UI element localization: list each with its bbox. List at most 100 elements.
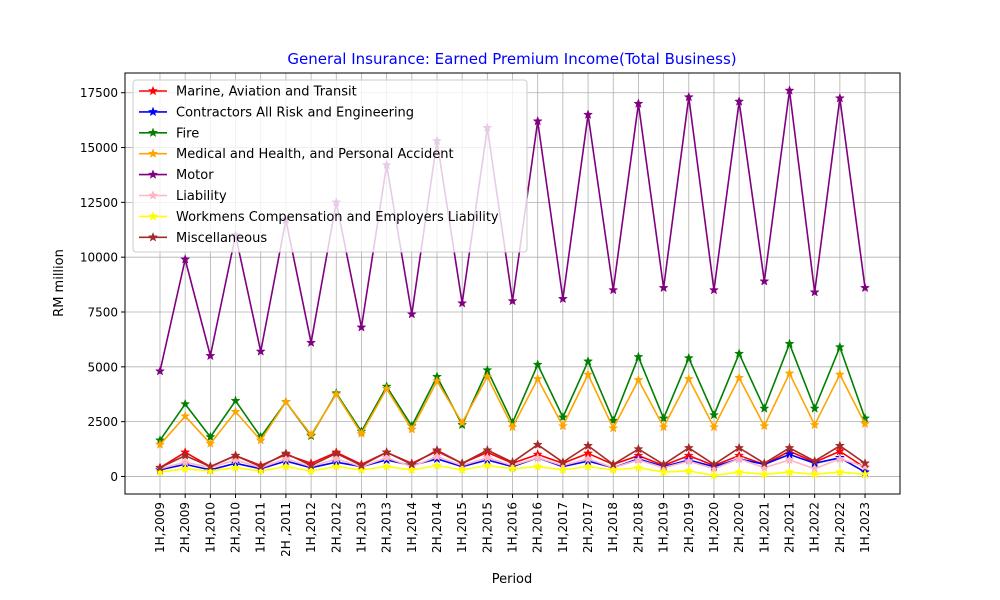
- data-point: [532, 373, 543, 384]
- data-point: [154, 466, 166, 477]
- y-tick-label: 0: [110, 470, 118, 484]
- legend-marker: [147, 85, 159, 96]
- series-4: [154, 368, 871, 449]
- data-point: [331, 448, 342, 458]
- data-point: [230, 450, 241, 460]
- x-tick-label: 1H,2014: [405, 502, 419, 553]
- data-point: [583, 461, 594, 471]
- data-point: [784, 442, 795, 453]
- data-point: [557, 456, 568, 467]
- data-point: [683, 373, 694, 384]
- data-point: [809, 455, 820, 466]
- data-point: [608, 422, 619, 433]
- data-point: [356, 464, 367, 475]
- data-point: [784, 368, 795, 378]
- y-tick-label: 7500: [87, 306, 118, 320]
- data-point: [734, 442, 745, 453]
- x-tick-label: 2H,2016: [531, 502, 545, 553]
- data-point: [859, 457, 871, 468]
- legend-item: Motor: [139, 168, 214, 183]
- data-point: [734, 372, 745, 383]
- x-axis-label: Period: [492, 572, 533, 587]
- data-point: [658, 413, 669, 423]
- data-point: [809, 419, 820, 430]
- legend-label: Fire: [176, 126, 199, 141]
- data-point: [784, 454, 795, 465]
- data-point: [809, 286, 820, 297]
- data-point: [633, 462, 644, 472]
- data-point: [683, 91, 694, 102]
- y-tick-label: 2500: [87, 415, 118, 429]
- x-tick-label: 2H,2022: [833, 502, 847, 553]
- x-tick-label: 2H,2013: [380, 502, 394, 553]
- data-point: [381, 452, 392, 463]
- y-tick-label: 15000: [80, 141, 118, 155]
- data-point: [406, 464, 417, 475]
- data-point: [532, 461, 543, 471]
- data-point: [154, 462, 166, 472]
- data-point: [532, 115, 543, 126]
- data-point: [633, 98, 644, 108]
- data-point: [331, 453, 342, 464]
- data-point: [255, 346, 266, 356]
- data-point: [708, 409, 720, 420]
- data-point: [154, 365, 166, 376]
- legend-marker: [147, 231, 159, 242]
- data-point: [507, 295, 518, 306]
- data-point: [633, 374, 644, 385]
- data-point: [734, 453, 745, 464]
- legend-item: Miscellaneous: [139, 231, 267, 246]
- data-point: [759, 457, 770, 468]
- data-point: [834, 466, 845, 477]
- data-point: [306, 460, 317, 470]
- data-point: [633, 454, 644, 465]
- data-point: [255, 434, 266, 445]
- data-point: [180, 410, 191, 421]
- y-axis: 0 2500 5000 7500 10000 12500 15000 17500: [80, 86, 125, 484]
- data-point: [230, 454, 241, 465]
- series-8: [154, 439, 871, 472]
- data-point: [180, 450, 191, 460]
- data-point: [457, 417, 468, 428]
- data-point: [280, 396, 291, 407]
- data-point: [154, 439, 166, 449]
- data-point: [406, 424, 417, 434]
- data-point: [859, 468, 871, 479]
- data-point: [834, 92, 845, 103]
- data-point: [583, 369, 594, 379]
- data-point: [708, 459, 720, 469]
- x-tick-label: 1H,2022: [808, 502, 822, 553]
- data-point: [683, 455, 694, 466]
- legend-item: Workmens Compensation and Employers Liab…: [139, 210, 499, 225]
- data-point: [608, 459, 619, 469]
- data-point: [834, 453, 845, 464]
- data-point: [759, 468, 770, 479]
- x-tick-label: 1H,2009: [153, 502, 167, 553]
- x-tick-label: 1H,2011: [254, 502, 268, 553]
- data-point: [230, 406, 241, 417]
- x-tick-label: 1H,2017: [556, 502, 570, 553]
- x-tick-label: 2H,2012: [329, 502, 343, 553]
- data-point: [180, 398, 191, 409]
- x-tick-label: 1H,2010: [203, 502, 217, 553]
- data-point: [406, 308, 417, 319]
- data-point: [859, 418, 871, 429]
- x-tick-label: 1H,2015: [455, 502, 469, 553]
- data-point: [457, 464, 468, 475]
- data-point: [482, 371, 493, 381]
- data-point: [658, 282, 669, 293]
- data-point: [331, 461, 342, 471]
- data-point: [532, 452, 543, 463]
- legend-item: Liability: [139, 189, 227, 204]
- data-point: [306, 429, 317, 440]
- legend-item: Fire: [139, 126, 199, 141]
- data-point: [784, 466, 795, 477]
- y-tick-label: 10000: [80, 251, 118, 265]
- legend-box: [132, 79, 528, 253]
- x-axis: 1H,2009 2H,2009 1H,2010 2H,2010 1H,2011 2H ,2…: [153, 494, 872, 557]
- legend-label: Medical and Health, and Personal Acciden…: [176, 147, 454, 162]
- legend-marker: [147, 169, 159, 179]
- data-point: [457, 297, 468, 308]
- data-point: [583, 453, 594, 464]
